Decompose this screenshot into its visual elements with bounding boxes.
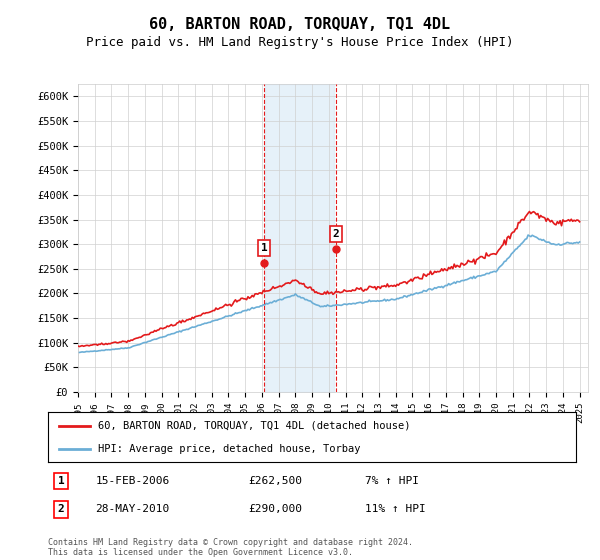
Text: £262,500: £262,500 bbox=[248, 476, 302, 486]
Text: Contains HM Land Registry data © Crown copyright and database right 2024.
This d: Contains HM Land Registry data © Crown c… bbox=[48, 538, 413, 557]
Text: 15-FEB-2006: 15-FEB-2006 bbox=[95, 476, 170, 486]
Text: £290,000: £290,000 bbox=[248, 504, 302, 514]
Text: 60, BARTON ROAD, TORQUAY, TQ1 4DL: 60, BARTON ROAD, TORQUAY, TQ1 4DL bbox=[149, 17, 451, 32]
Text: 28-MAY-2010: 28-MAY-2010 bbox=[95, 504, 170, 514]
Text: 1: 1 bbox=[260, 243, 268, 253]
Text: 1: 1 bbox=[58, 476, 65, 486]
Text: 2: 2 bbox=[58, 504, 65, 514]
Text: Price paid vs. HM Land Registry's House Price Index (HPI): Price paid vs. HM Land Registry's House … bbox=[86, 36, 514, 49]
Text: HPI: Average price, detached house, Torbay: HPI: Average price, detached house, Torb… bbox=[98, 445, 361, 454]
Text: 11% ↑ HPI: 11% ↑ HPI bbox=[365, 504, 425, 514]
Text: 7% ↑ HPI: 7% ↑ HPI bbox=[365, 476, 419, 486]
Text: 2: 2 bbox=[332, 229, 339, 239]
Text: 60, BARTON ROAD, TORQUAY, TQ1 4DL (detached house): 60, BARTON ROAD, TORQUAY, TQ1 4DL (detac… bbox=[98, 421, 410, 431]
